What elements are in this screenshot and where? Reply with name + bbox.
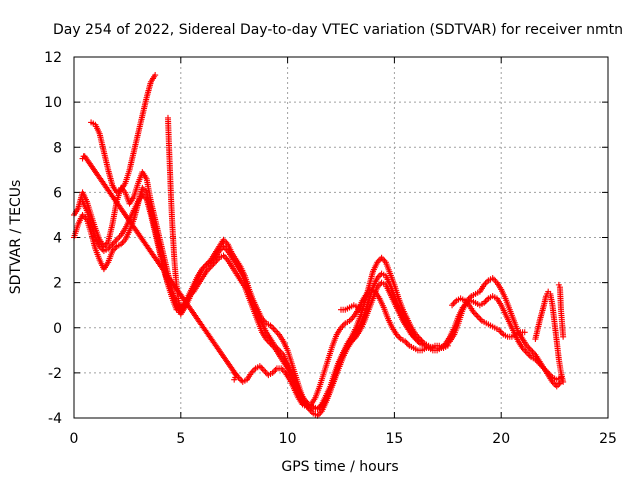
data-point: [359, 306, 366, 313]
series-track-c: [79, 191, 424, 412]
y-axis-label: SDTVAR / TECUs: [8, 180, 24, 295]
x-tick-label: 10: [279, 431, 297, 447]
data-point: [476, 314, 483, 321]
data-point: [380, 256, 387, 263]
series-track-g: [338, 302, 366, 313]
data-point: [473, 311, 480, 318]
y-tick-label: 8: [53, 140, 62, 156]
data-point: [560, 333, 567, 340]
series-track-i: [532, 288, 567, 385]
data-markers: [71, 72, 567, 419]
y-tick-label: 4: [53, 231, 62, 247]
y-tick-label: 10: [44, 95, 62, 111]
chart-title: Day 254 of 2022, Sidereal Day-to-day VTE…: [53, 22, 623, 38]
data-point: [315, 411, 322, 418]
data-point: [474, 313, 481, 320]
data-point: [444, 342, 451, 349]
x-tick-label: 15: [385, 431, 403, 447]
data-point: [271, 327, 278, 334]
x-tick-labels: 0 5 10 15 20 25: [70, 431, 617, 447]
series-track-d: [88, 72, 159, 196]
y-tick-label: 6: [53, 185, 62, 201]
series-track-a: [71, 169, 565, 419]
series-track-j: [555, 281, 567, 340]
series-track-h: [449, 295, 528, 340]
data-point: [115, 235, 122, 242]
series-track-e: [164, 114, 184, 313]
y-tick-label: 0: [53, 321, 62, 337]
data-point: [491, 276, 498, 283]
data-point: [258, 364, 265, 371]
x-tick-label: 0: [70, 431, 79, 447]
x-tick-label: 5: [176, 431, 185, 447]
plot-frame: [73, 56, 609, 419]
data-point: [177, 306, 184, 313]
data-point: [261, 367, 268, 374]
y-tick-labels: -4 -2 0 2 4 6 8 10 12: [44, 50, 62, 427]
data-point: [272, 366, 279, 373]
x-tick-label: 20: [492, 431, 510, 447]
x-axis-label: GPS time / hours: [281, 459, 398, 475]
y-tick-label: -2: [48, 366, 62, 382]
data-point: [152, 72, 159, 79]
data-point: [449, 302, 456, 309]
y-tick-label: -4: [48, 411, 62, 427]
data-point: [560, 378, 567, 385]
data-point: [270, 325, 277, 332]
data-point: [450, 300, 457, 307]
y-tick-label: 2: [53, 276, 62, 292]
x-tick-label: 25: [599, 431, 617, 447]
series-track-f: [231, 286, 451, 410]
data-point: [553, 383, 560, 390]
data-point: [112, 238, 119, 245]
data-point: [273, 328, 280, 335]
data-point: [378, 254, 385, 261]
data-point: [556, 380, 563, 387]
series-track-b: [71, 184, 565, 412]
y-tick-label: 12: [44, 50, 62, 66]
gridlines: [74, 57, 608, 418]
data-point: [521, 329, 528, 336]
series-isolated: [79, 153, 240, 383]
data-point: [417, 338, 424, 345]
data-point: [555, 381, 562, 388]
data-point: [279, 366, 286, 373]
data-point: [231, 376, 238, 383]
